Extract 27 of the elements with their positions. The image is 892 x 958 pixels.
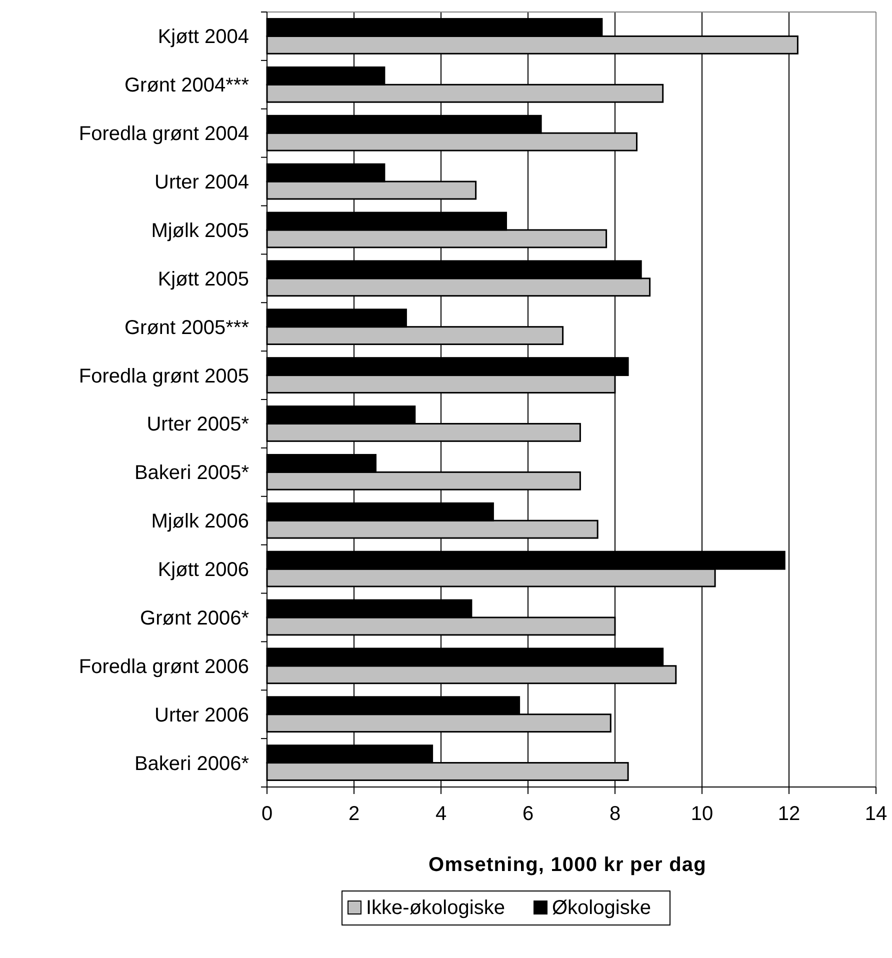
y-tick-label: Grønt 2005*** — [124, 316, 250, 339]
y-tick-label: Grønt 2006* — [140, 607, 250, 630]
y-tick-label: Foredla grønt 2004 — [78, 123, 249, 146]
y-tick-label: Urter 2005* — [146, 414, 250, 436]
y-tick-label: Foredla grønt 2005 — [78, 365, 249, 388]
x-tick-label: 14 — [864, 803, 888, 825]
y-tick-label: Foredla grønt 2006 — [78, 656, 249, 678]
x-tick-label: 4 — [435, 803, 447, 825]
y-tick-label: Urter 2004 — [154, 172, 249, 194]
x-tick-label: 2 — [348, 803, 360, 825]
y-tick-label: Bakeri 2005* — [134, 462, 250, 484]
legend-label: Ikke-økologiske — [366, 897, 505, 919]
x-tick-label: 10 — [690, 803, 714, 825]
x-tick-label: 8 — [609, 803, 621, 825]
y-tick-label: Bakeri 2006* — [134, 752, 250, 775]
y-tick-label: Mjølk 2006 — [151, 510, 249, 533]
x-tick-label: 6 — [522, 803, 534, 825]
legend-label: Økologiske — [552, 897, 651, 919]
y-tick-label: Urter 2006 — [154, 704, 249, 726]
x-tick-label: 12 — [778, 803, 800, 825]
y-tick-label: Mjølk 2005 — [151, 220, 249, 242]
y-tick-label: Kjøtt 2005 — [158, 268, 249, 290]
x-axis-title: Omsetning, 1000 kr per dag — [428, 854, 706, 876]
y-tick-label: Grønt 2004*** — [124, 74, 250, 97]
x-tick-label: 0 — [261, 803, 273, 825]
y-tick-label: Kjøtt 2006 — [158, 559, 249, 582]
y-tick-label: Kjøtt 2004 — [158, 26, 249, 48]
